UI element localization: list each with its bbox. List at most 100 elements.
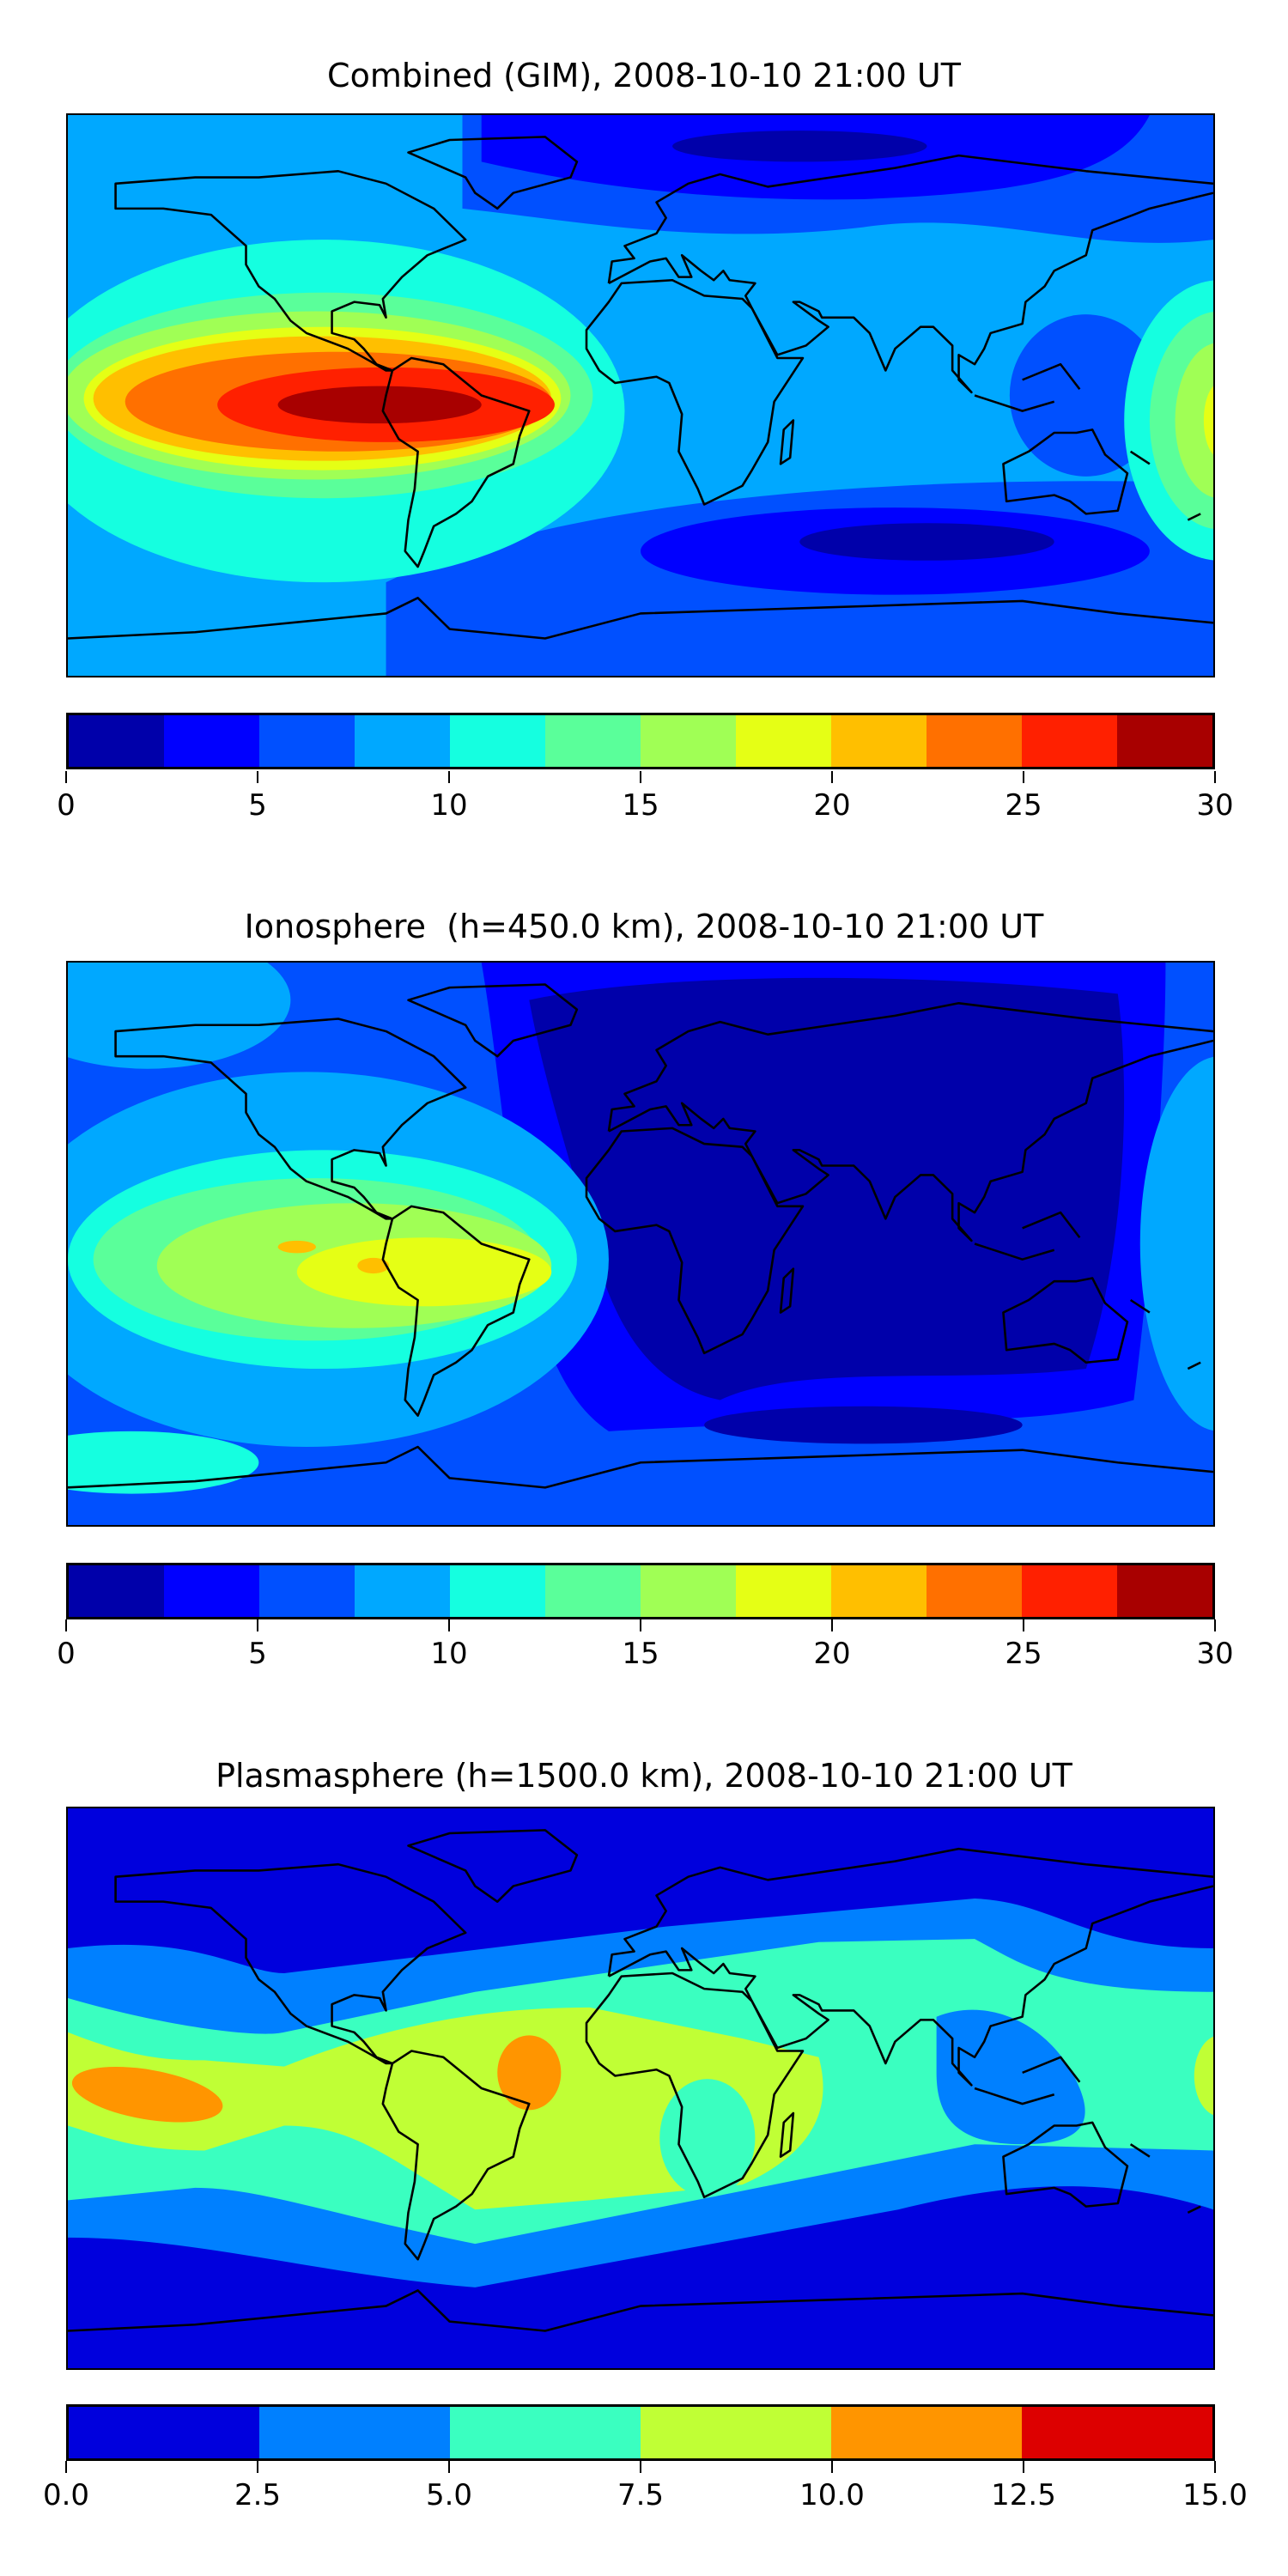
colorbar-segment-12.5-15 — [1022, 2407, 1212, 2458]
colorbar-tick-mark — [257, 1619, 258, 1631]
colorbar-tick-mark — [448, 771, 450, 783]
level-15-17.5-east — [1175, 343, 1213, 498]
panel-1-colorbar — [66, 713, 1215, 769]
colorbar-segment-7.5-10 — [355, 1565, 450, 1617]
level-0-2.5-region — [529, 977, 1125, 1400]
colorbar-tick-mark — [1023, 1619, 1024, 1631]
colorbar-segment-0-2.5 — [69, 715, 164, 767]
level-27.5-30-west — [277, 386, 482, 424]
colorbar-tick-label: 5 — [248, 788, 267, 823]
colorbar-segment-10-12.5 — [450, 715, 545, 767]
colorbar-segment-15-17.5 — [641, 1565, 736, 1617]
colorbar-segment-25-27.5 — [1022, 1565, 1117, 1617]
level-0-2.5-south — [799, 523, 1054, 561]
panel-1-title: Combined (GIM), 2008-10-10 21:00 UT — [327, 57, 961, 94]
colorbar-segment-15-17.5 — [641, 715, 736, 767]
colorbar-segment-10-12.5 — [450, 1565, 545, 1617]
level-20-22.5-a — [277, 1240, 317, 1254]
panel-2-map — [66, 961, 1215, 1527]
colorbar-tick-label: 15 — [622, 788, 659, 823]
colorbar-tick-label: 0 — [57, 788, 76, 823]
level-0-2.5-south — [704, 1406, 1023, 1444]
colorbar-tick-label: 30 — [1196, 1637, 1234, 1671]
colorbar-tick-label: 25 — [1005, 788, 1042, 823]
colorbar-tick-mark — [65, 771, 67, 783]
colorbar-tick-label: 0.0 — [42, 2478, 90, 2512]
panel-2-colorbar-ticks: 0 5 10 15 20 25 30 — [57, 1619, 1234, 1688]
colorbar-segment-2.5-5 — [259, 2407, 450, 2458]
colorbar-tick-label: 5.0 — [425, 2478, 473, 2512]
colorbar-tick-mark — [1214, 771, 1216, 783]
colorbar-segment-2.5-5 — [164, 715, 259, 767]
colorbar-segment-22.5-25 — [927, 1565, 1022, 1617]
level-2.5-5-indonesia — [936, 2009, 1085, 2145]
colorbar-tick-label: 10.0 — [799, 2478, 865, 2512]
colorbar-tick-mark — [831, 771, 833, 783]
panel-2-title: Ionosphere (h=450.0 km), 2008-10-10 21:0… — [244, 908, 1044, 945]
panel-3-colorbar — [66, 2404, 1215, 2461]
panel-3-map — [66, 1807, 1215, 2370]
level-20-22.5-b — [357, 1257, 390, 1274]
level-10-12.5-southwest — [68, 1431, 259, 1494]
colorbar-tick-label: 15 — [622, 1637, 659, 1671]
colorbar-segment-5-7.5 — [259, 715, 355, 767]
colorbar-tick-mark — [640, 2461, 641, 2473]
colorbar-segment-17.5-20 — [736, 1565, 831, 1617]
colorbar-segment-17.5-20 — [736, 715, 831, 767]
colorbar-segment-0-2.5 — [69, 2407, 259, 2458]
colorbar-tick-label: 0 — [57, 1637, 76, 1671]
colorbar-tick-label: 5 — [248, 1637, 267, 1671]
colorbar-tick-mark — [1214, 1619, 1216, 1631]
colorbar-tick-mark — [831, 1619, 833, 1631]
level-17.5-20-west — [296, 1237, 552, 1307]
level-17.5-20-east — [1203, 386, 1213, 455]
colorbar-segment-27.5-30 — [1117, 715, 1212, 767]
panel-3-colorbar-ticks: 0.0 2.5 5.0 7.5 10.0 12.5 15.0 — [43, 2461, 1248, 2530]
panel-1-colorbar-ticks: 0 5 10 15 20 25 30 — [57, 771, 1234, 840]
colorbar-tick-mark — [1214, 2461, 1216, 2473]
colorbar-segment-20-22.5 — [831, 715, 927, 767]
level-5-7.5-africa — [659, 2079, 756, 2197]
panel-1-map — [66, 113, 1215, 677]
level-10-12.5-atlantic — [497, 2035, 562, 2111]
level-0-2.5-north — [672, 131, 927, 162]
colorbar-segment-7.5-10 — [641, 2407, 831, 2458]
level-7.5-10-east — [1139, 1056, 1213, 1431]
colorbar-segment-5-7.5 — [450, 2407, 641, 2458]
level-7.5-10-region — [68, 2007, 823, 2210]
colorbar-segment-7.5-10 — [355, 715, 450, 767]
colorbar-tick-mark — [65, 1619, 67, 1631]
colorbar-tick-mark — [65, 2461, 67, 2473]
colorbar-tick-label: 30 — [1196, 788, 1234, 823]
colorbar-segment-12.5-15 — [545, 715, 641, 767]
colorbar-segment-2.5-5 — [164, 1565, 259, 1617]
colorbar-tick-label: 2.5 — [234, 2478, 282, 2512]
colorbar-segment-25-27.5 — [1022, 715, 1117, 767]
colorbar-tick-mark — [257, 2461, 258, 2473]
colorbar-segment-12.5-15 — [545, 1565, 641, 1617]
level-5-7.5-indonesia — [1009, 314, 1163, 477]
colorbar-tick-label: 12.5 — [991, 2478, 1056, 2512]
colorbar-tick-label: 20 — [813, 788, 851, 823]
colorbar-tick-mark — [257, 771, 258, 783]
colorbar-tick-label: 25 — [1005, 1637, 1042, 1671]
colorbar-segment-10-12.5 — [831, 2407, 1022, 2458]
colorbar-tick-mark — [831, 2461, 833, 2473]
colorbar-tick-label: 10 — [430, 1637, 468, 1671]
colorbar-tick-mark — [640, 1619, 641, 1631]
colorbar-tick-label: 7.5 — [617, 2478, 665, 2512]
colorbar-segment-5-7.5 — [259, 1565, 355, 1617]
colorbar-tick-mark — [1023, 771, 1024, 783]
colorbar-tick-mark — [1023, 2461, 1024, 2473]
colorbar-tick-mark — [448, 2461, 450, 2473]
panel-3-title: Plasmasphere (h=1500.0 km), 2008-10-10 2… — [216, 1757, 1072, 1795]
colorbar-segment-0-2.5 — [69, 1565, 164, 1617]
colorbar-tick-mark — [640, 771, 641, 783]
panel-2-colorbar — [66, 1563, 1215, 1619]
colorbar-segment-22.5-25 — [927, 715, 1022, 767]
colorbar-tick-mark — [448, 1619, 450, 1631]
colorbar-tick-label: 20 — [813, 1637, 851, 1671]
colorbar-segment-27.5-30 — [1117, 1565, 1212, 1617]
level-7.5-10-east — [1194, 2036, 1213, 2116]
level-7.5-10-northwest — [68, 963, 291, 1069]
